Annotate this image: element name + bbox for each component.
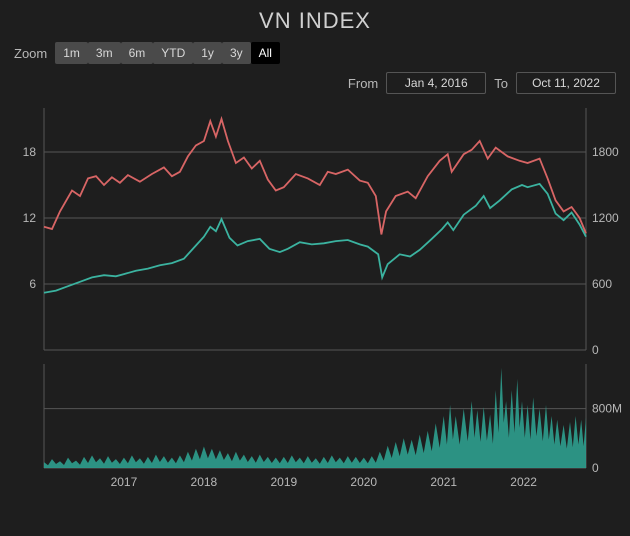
svg-text:600: 600 <box>592 277 612 291</box>
svg-text:1200: 1200 <box>592 211 619 225</box>
from-label: From <box>348 76 378 91</box>
svg-text:2017: 2017 <box>111 475 138 489</box>
zoom-button-all[interactable]: All <box>251 42 280 64</box>
zoom-button-6m[interactable]: 6m <box>121 42 154 64</box>
svg-text:2020: 2020 <box>350 475 377 489</box>
zoom-button-ytd[interactable]: YTD <box>153 42 193 64</box>
zoom-button-1y[interactable]: 1y <box>193 42 222 64</box>
main-chart[interactable]: 0 600 1200 1800 6 12 18 <box>0 100 630 360</box>
zoom-button-3y[interactable]: 3y <box>222 42 251 64</box>
chart-container: VN INDEX Zoom 1m3m6mYTD1y3yAll From Jan … <box>0 0 630 536</box>
svg-text:1800: 1800 <box>592 145 619 159</box>
svg-text:12: 12 <box>23 211 37 225</box>
chart-title: VN INDEX <box>0 0 630 34</box>
svg-text:2018: 2018 <box>191 475 218 489</box>
zoom-controls: Zoom 1m3m6mYTD1y3yAll <box>0 34 630 64</box>
volume-area <box>44 368 586 468</box>
charts-area: 0 600 1200 1800 6 12 18 0 800M 2017 2018 2019 2020 2… <box>0 100 630 490</box>
series-pe_ratio <box>44 119 586 235</box>
svg-text:18: 18 <box>23 145 37 159</box>
svg-text:2022: 2022 <box>510 475 537 489</box>
svg-text:0: 0 <box>592 343 599 357</box>
to-date-input[interactable]: Oct 11, 2022 <box>516 72 616 94</box>
svg-text:2019: 2019 <box>270 475 297 489</box>
svg-text:2021: 2021 <box>430 475 457 489</box>
to-label: To <box>494 76 508 91</box>
series-index <box>44 184 586 293</box>
svg-text:0: 0 <box>592 461 599 475</box>
from-date-input[interactable]: Jan 4, 2016 <box>386 72 486 94</box>
date-range-row: From Jan 4, 2016 To Oct 11, 2022 <box>0 64 630 94</box>
zoom-button-1m[interactable]: 1m <box>55 42 88 64</box>
svg-text:6: 6 <box>29 277 36 291</box>
zoom-label: Zoom <box>14 46 47 61</box>
volume-chart[interactable]: 0 800M 2017 2018 2019 2020 2021 2022 <box>0 360 630 490</box>
svg-text:800M: 800M <box>592 402 622 416</box>
zoom-button-3m[interactable]: 3m <box>88 42 121 64</box>
